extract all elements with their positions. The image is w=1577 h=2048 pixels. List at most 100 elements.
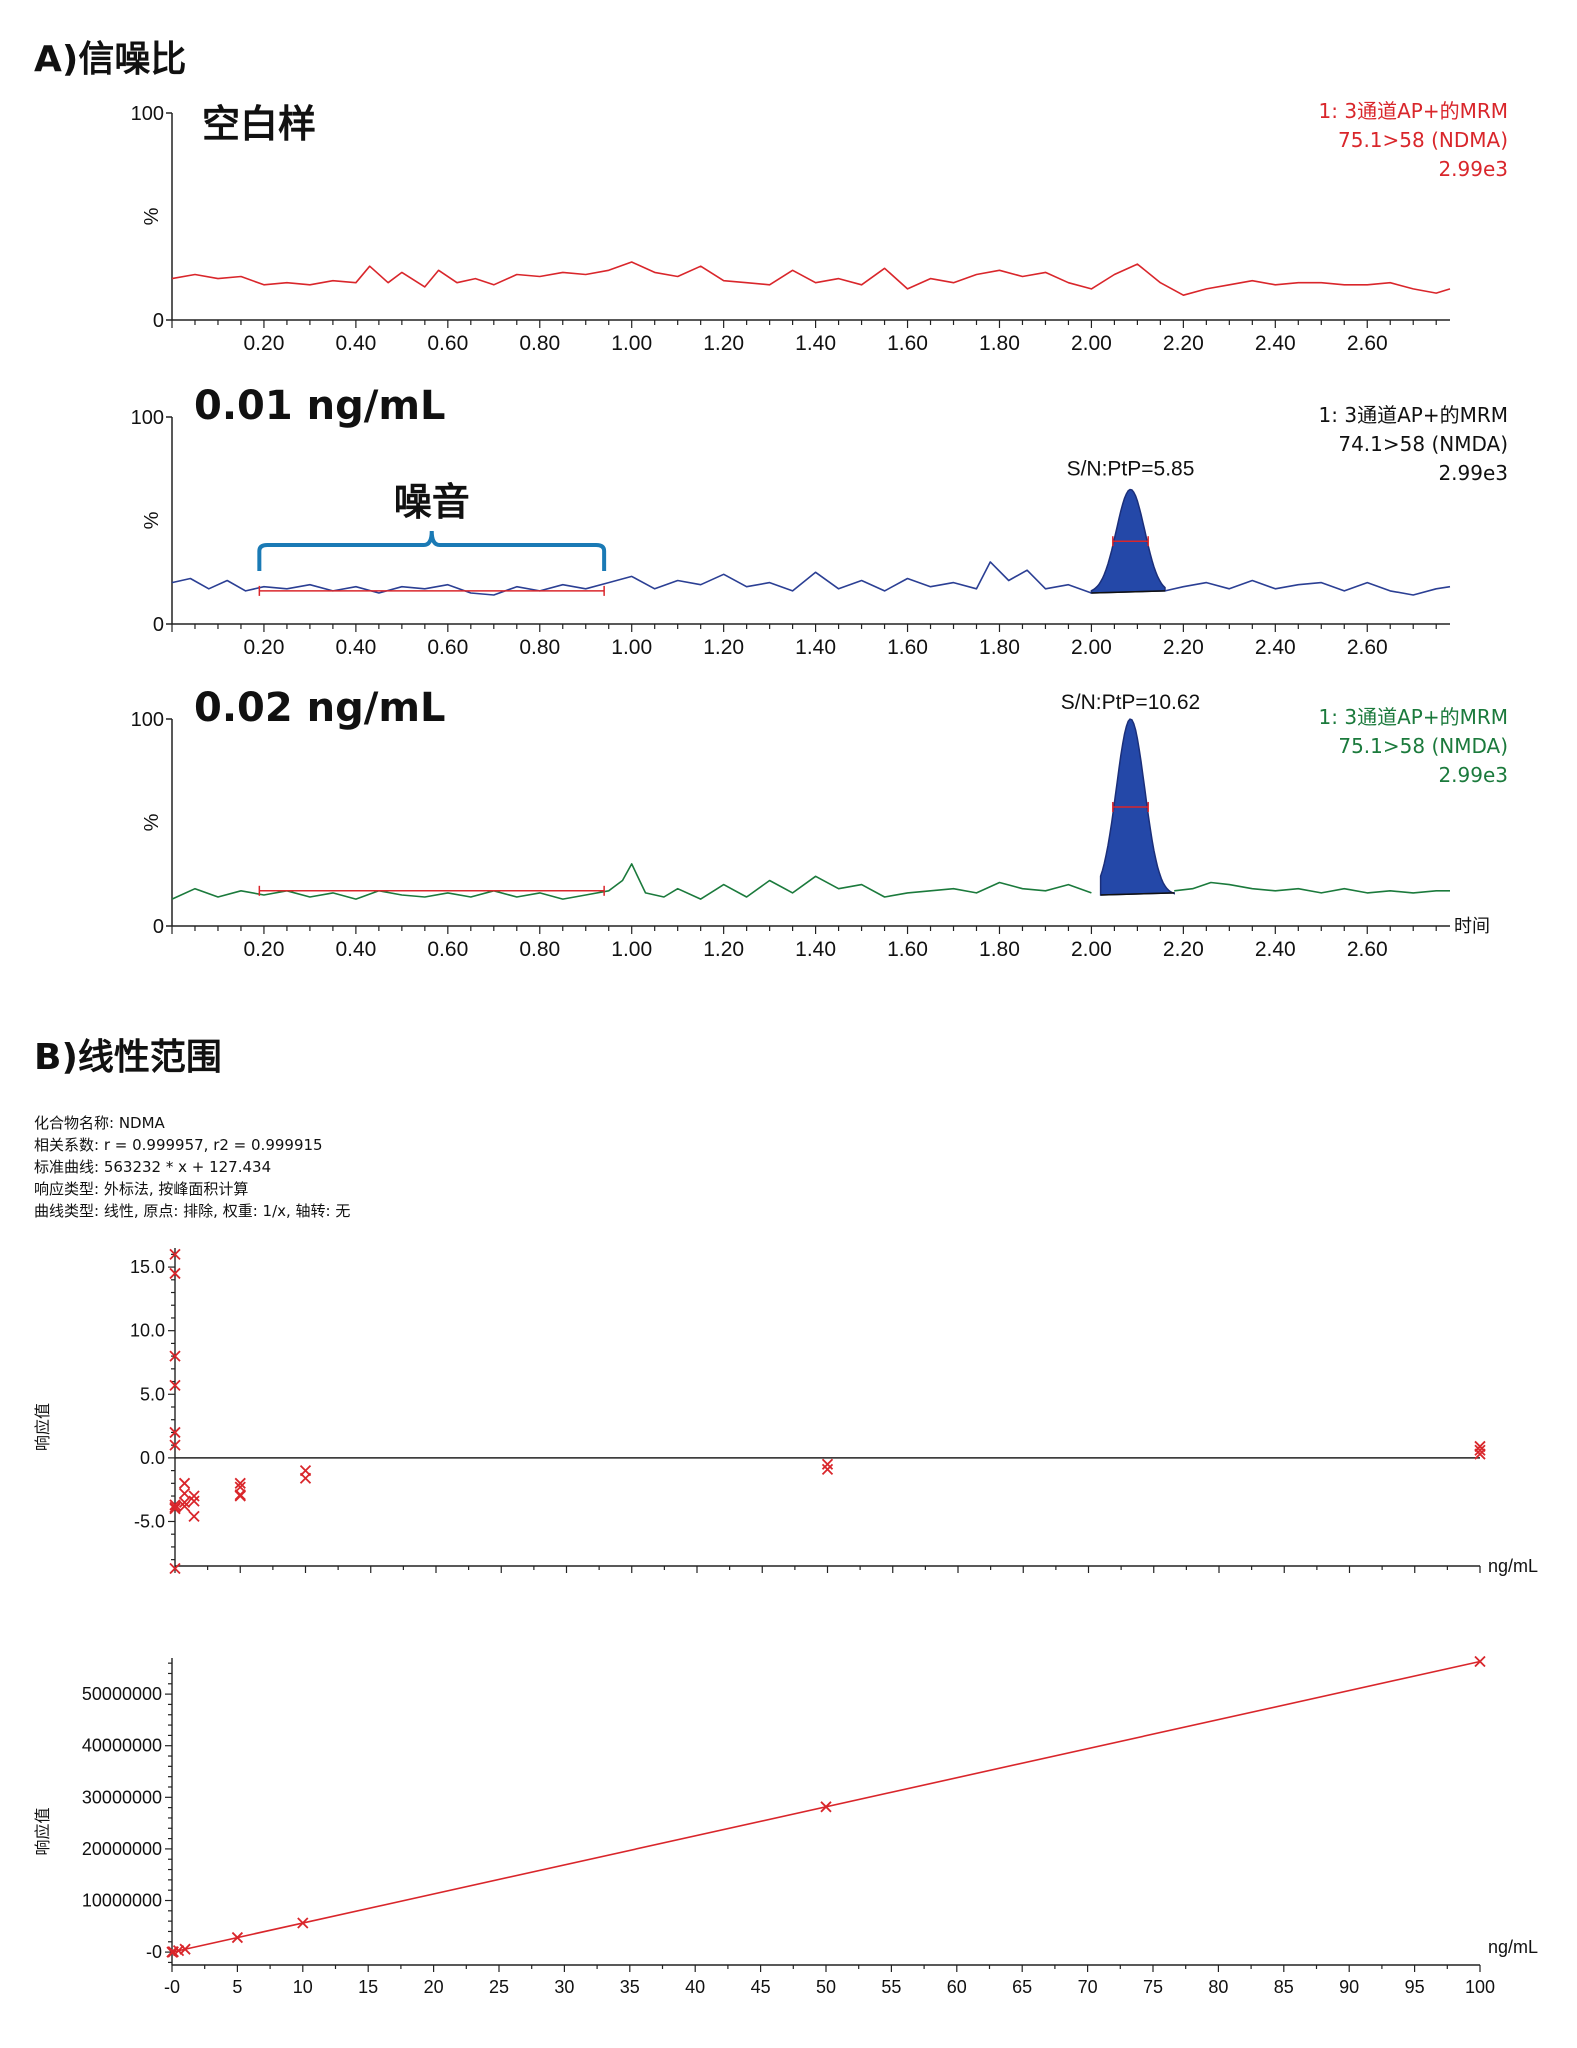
x-tick-label: 0.80 <box>519 332 560 355</box>
section-b-title: B)线性范围 <box>34 1037 222 1078</box>
y-tick-label: 50000000 <box>82 1684 162 1704</box>
x-tick-label: 2.60 <box>1347 636 1388 659</box>
calibration-info: 化合物名称: NDMA 相关系数: r = 0.999957, r2 = 0.9… <box>34 1112 350 1222</box>
x-tick-label: 1.00 <box>611 636 652 659</box>
sn-annotation: S/N:PtP=10.62 <box>1061 691 1201 714</box>
y-tick-label: 15.0 <box>130 1257 165 1277</box>
legend-line-3: 2.99e3 <box>1438 763 1508 787</box>
x-tick-label: 1.60 <box>887 636 928 659</box>
x-tick-label: 60 <box>947 1977 967 1997</box>
info-correlation: 相关系数: r = 0.999957, r2 = 0.999915 <box>34 1136 323 1154</box>
x-tick-label: 2.60 <box>1347 332 1388 355</box>
x-tick-label: 20 <box>424 1977 444 1997</box>
y-tick-label: 0 <box>153 916 164 938</box>
x-tick-label: 45 <box>751 1977 771 1997</box>
x-tick-label: 65 <box>1012 1977 1032 1997</box>
y-axis-label: % <box>141 511 163 529</box>
x-tick-label: 70 <box>1078 1977 1098 1997</box>
x-tick-label: 90 <box>1339 1977 1359 1997</box>
y-tick-label: 100 <box>131 407 164 429</box>
trace-line <box>171 261 1451 296</box>
x-tick-label: 2.40 <box>1255 332 1296 355</box>
x-tick-label: 35 <box>620 1977 640 1997</box>
data-point <box>169 1439 181 1451</box>
x-tick-label: 95 <box>1405 1977 1425 1997</box>
y-tick-label: 5.0 <box>140 1384 165 1404</box>
data-point <box>179 1943 191 1955</box>
data-point <box>169 1248 181 1260</box>
x-tick-label: 0.80 <box>519 636 560 659</box>
x-tick-label: 1.40 <box>795 332 836 355</box>
data-point <box>231 1931 244 1944</box>
y-tick-label: -0 <box>146 1942 162 1962</box>
legend-line-2: 75.1>58 (NMDA) <box>1338 734 1508 758</box>
data-point <box>169 1426 181 1439</box>
noise-label: 噪音 <box>394 480 470 524</box>
x-tick-label: 0.20 <box>244 636 285 659</box>
data-point <box>299 1472 312 1484</box>
x-tick-label: 0.80 <box>519 938 560 961</box>
info-curve-type: 曲线类型: 线性, 原点: 排除, 权重: 1/x, 轴转: 无 <box>34 1202 351 1220</box>
x-tick-label: 1.80 <box>979 938 1020 961</box>
legend-line-1: 1: 3通道AP+的MRM <box>1319 705 1508 729</box>
x-tick-label: 0.60 <box>427 636 468 659</box>
x-tick-label: 25 <box>489 1977 509 1997</box>
y-axis-label: % <box>141 813 163 831</box>
data-point <box>234 1490 246 1502</box>
legend-line-1: 1: 3通道AP+的MRM <box>1319 403 1508 427</box>
data-point <box>821 1463 834 1475</box>
y-axis-label: 响应值 <box>33 1403 52 1451</box>
x-tick-label: 0.20 <box>244 938 285 961</box>
x-tick-label: 2.00 <box>1071 332 1112 355</box>
x-tick-label: 40 <box>685 1977 705 1997</box>
data-point <box>169 1562 181 1575</box>
y-axis-label: % <box>141 207 163 225</box>
y-tick-label: 100 <box>131 709 164 731</box>
x-tick-label: 75 <box>1143 1977 1163 1997</box>
x-tick-label: 1.40 <box>795 938 836 961</box>
x-tick-label: 2.00 <box>1071 636 1112 659</box>
data-point <box>188 1490 200 1502</box>
x-tick-label: 0.40 <box>335 636 376 659</box>
noise-bracket <box>257 530 607 571</box>
trace-line <box>1164 579 1451 596</box>
x-tick-label: 1.00 <box>611 332 652 355</box>
residual-plot: -5.0 0.0 5.0 10.0 15.0 ng/mL 响应值 <box>33 1248 1538 1576</box>
x-tick-label: 80 <box>1208 1977 1228 1997</box>
y-tick-label: 30000000 <box>82 1787 162 1807</box>
x-tick-label: 1.80 <box>979 332 1020 355</box>
y-tick-label: 40000000 <box>82 1736 162 1756</box>
x-tick-label: 1.20 <box>703 636 744 659</box>
peak-baseline <box>1100 892 1175 896</box>
data-point <box>1474 1448 1486 1460</box>
legend-line-2: 74.1>58 (NMDA) <box>1338 432 1508 456</box>
x-tick-label: 0.20 <box>244 332 285 355</box>
x-tick-label: 2.60 <box>1347 938 1388 961</box>
data-point <box>178 1477 191 1489</box>
legend-line-2: 75.1>58 (NDMA) <box>1338 128 1508 152</box>
data-point <box>169 1379 181 1392</box>
x-tick-label: 55 <box>881 1977 901 1997</box>
data-point <box>169 1350 181 1362</box>
x-tick-label: 1.00 <box>611 938 652 961</box>
data-point <box>188 1510 200 1523</box>
x-tick-label: 0.40 <box>335 332 376 355</box>
x-tick-label: 2.20 <box>1163 938 1204 961</box>
data-point <box>178 1500 191 1512</box>
y-tick-label: 0 <box>153 614 164 636</box>
legend-line-3: 2.99e3 <box>1438 461 1508 485</box>
x-tick-label: 1.80 <box>979 636 1020 659</box>
data-point <box>820 1801 832 1813</box>
x-tick-label: 2.20 <box>1163 332 1204 355</box>
x-tick-label: -0 <box>164 1977 180 1997</box>
x-tick-label: 1.60 <box>887 938 928 961</box>
y-tick-label: 10000000 <box>82 1891 162 1911</box>
x-tick-label: 2.00 <box>1071 938 1112 961</box>
x-tick-label: 30 <box>554 1977 574 1997</box>
x-tick-label: 100 <box>1465 1977 1495 1997</box>
x-tick-label: 50 <box>816 1977 836 1997</box>
y-tick-label: 20000000 <box>82 1839 162 1859</box>
sn-annotation: S/N:PtP=5.85 <box>1067 457 1195 480</box>
panel-title: 0.02 ng/mL <box>194 685 446 731</box>
